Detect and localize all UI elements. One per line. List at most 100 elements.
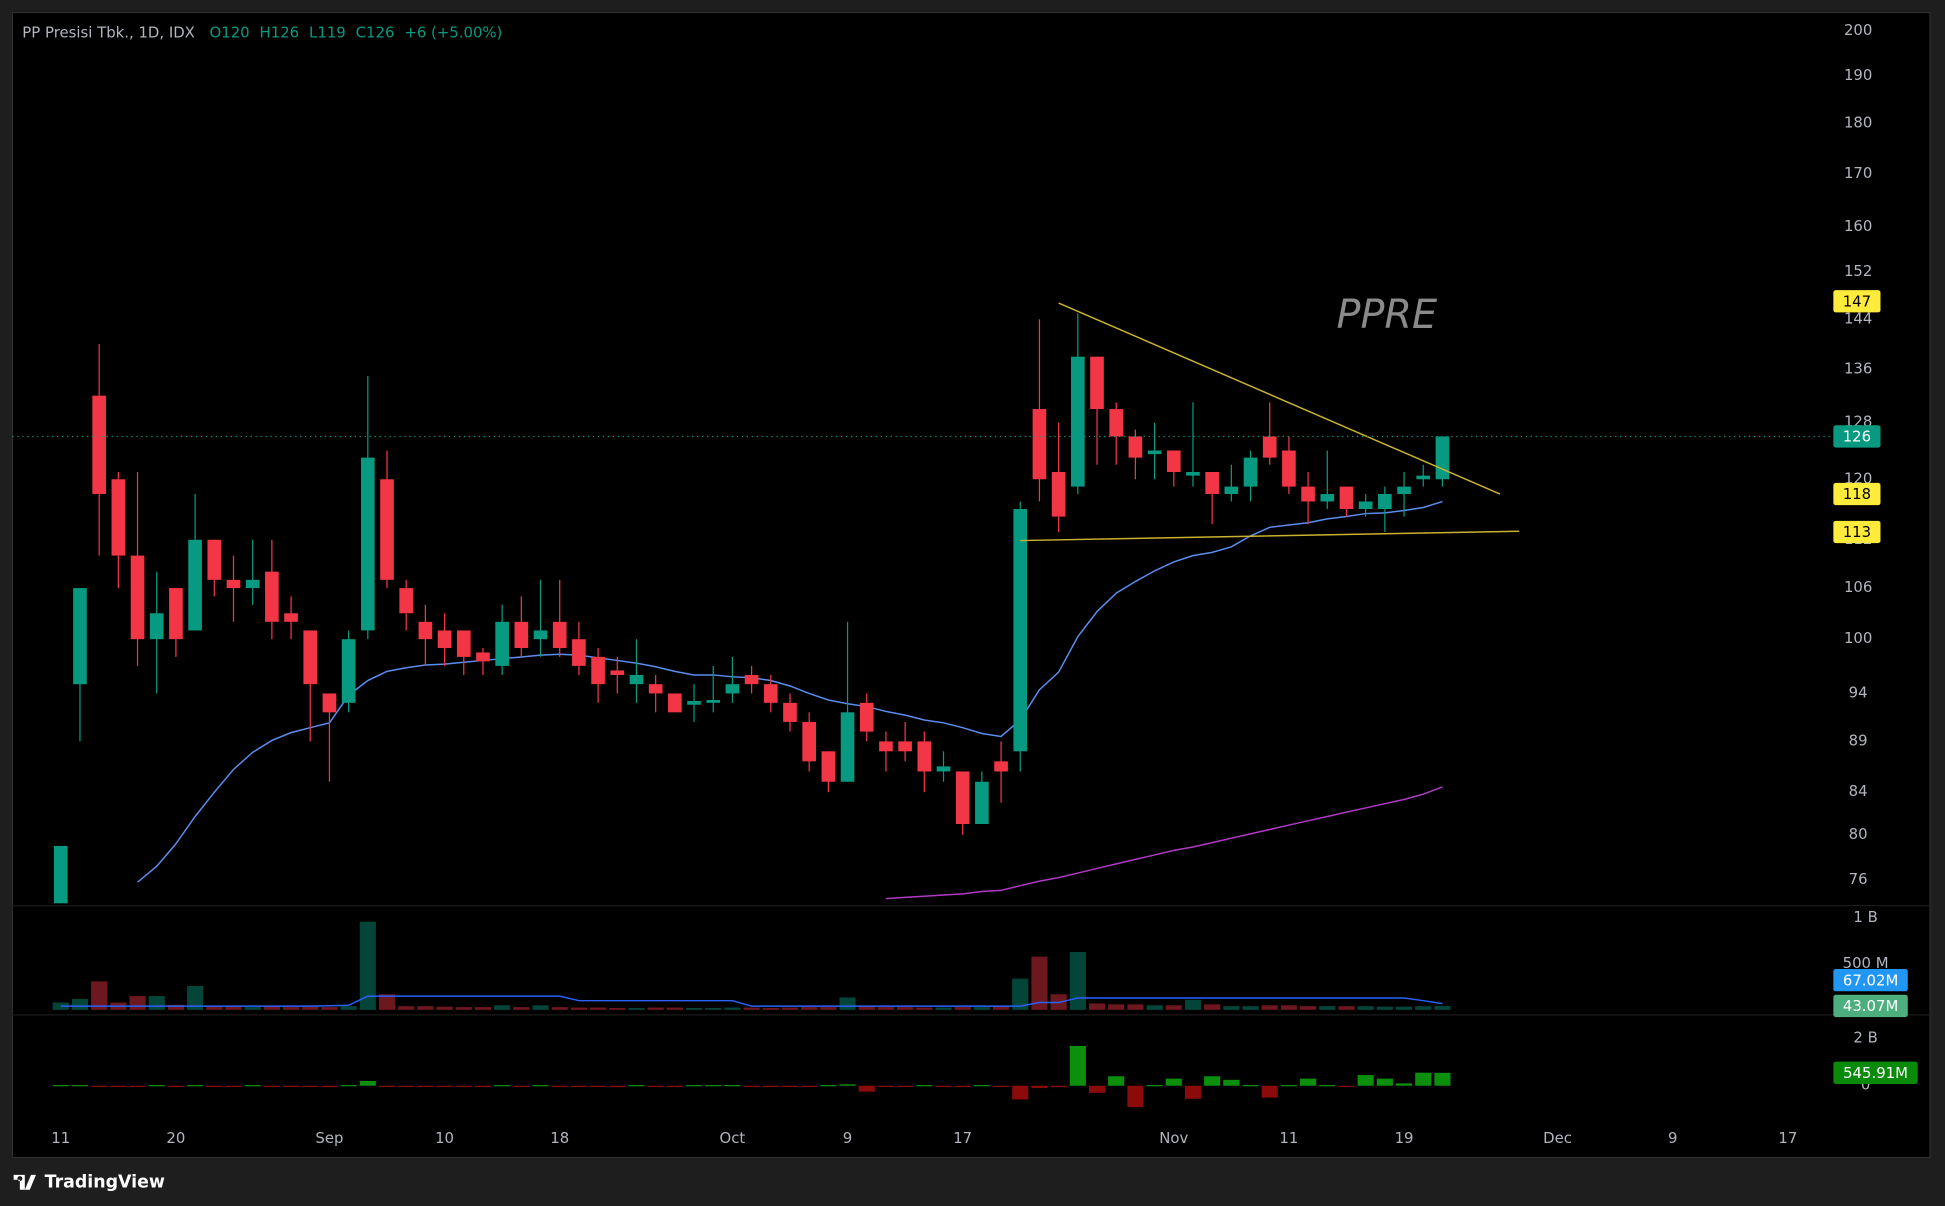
oscillator-bar: [1434, 1072, 1451, 1086]
volume-bar: [494, 1005, 511, 1010]
volume-bar: [916, 1007, 933, 1010]
candle-body: [1166, 450, 1181, 472]
oscillator-bar: [263, 1085, 280, 1087]
volume-bar: [1300, 1006, 1317, 1010]
x-tick-label: 20: [166, 1129, 185, 1147]
oscillator-bar: [1300, 1078, 1317, 1086]
candle-body: [149, 613, 164, 640]
oscillator-badge-label: 545.91M: [1843, 1064, 1908, 1082]
oscillator-bar: [801, 1085, 818, 1087]
candle-body: [1435, 436, 1450, 480]
oscillator-bar: [494, 1085, 511, 1087]
volume-bar: [666, 1007, 683, 1010]
oscillator-bar: [1108, 1076, 1125, 1086]
legend-item: H126: [260, 24, 300, 42]
oscillator-bar: [609, 1085, 626, 1088]
volume-bar: [1280, 1005, 1297, 1010]
price-badge: [1833, 425, 1881, 448]
footer-brand[interactable]: TradingView: [45, 1172, 165, 1192]
oscillator-bar: [244, 1085, 261, 1087]
oscillator-bar: [973, 1085, 990, 1087]
candle-body: [1320, 494, 1335, 502]
x-tick-label: Oct: [720, 1129, 746, 1147]
candle-body: [1378, 494, 1392, 510]
candle-body: [629, 674, 644, 685]
oscillator-bar: [513, 1085, 530, 1087]
y-tick-label: 89: [1849, 731, 1868, 749]
oscillator-bar: [206, 1085, 223, 1087]
y-tick-label: 136: [1844, 359, 1872, 377]
candle-body: [1339, 486, 1354, 510]
volume-bar: [244, 1007, 261, 1010]
price-badge: [1833, 520, 1881, 544]
oscillator-bar: [532, 1085, 549, 1087]
volume-bar: [187, 985, 204, 1010]
volume-bar: [743, 1007, 760, 1010]
candle-body: [92, 395, 106, 495]
volume-bar: [1395, 1006, 1413, 1010]
volume-bar: [762, 1008, 779, 1010]
candle-body: [668, 693, 682, 713]
volume-bar: [148, 996, 165, 1010]
candle-body: [130, 555, 145, 640]
volume-bar: [91, 981, 108, 1010]
oscillator-bar: [781, 1085, 799, 1087]
candle-body: [591, 656, 605, 685]
volume-bar: [1012, 978, 1029, 1010]
volume-bar: [724, 1007, 741, 1010]
oscillator-bar: [187, 1085, 204, 1087]
volume-bar: [1319, 1006, 1336, 1010]
volume-bar: [1069, 952, 1086, 1010]
y-tick-label: 120: [1844, 469, 1872, 487]
candle-body: [859, 702, 874, 732]
candle-body: [1397, 486, 1411, 495]
volume-bar: [1108, 1004, 1125, 1010]
candle-body: [226, 579, 241, 589]
oscillator-bar: [993, 1085, 1010, 1087]
volume-bar: [647, 1007, 664, 1010]
x-tick-label: 11: [1279, 1129, 1298, 1147]
legend-item: +6 (+5.00%): [404, 24, 502, 42]
oscillator-bar: [378, 1085, 396, 1087]
price-badge: [1833, 482, 1881, 506]
candle-body: [1032, 409, 1047, 480]
y-tick-label: 152: [1844, 262, 1872, 280]
y-tick-label: 170: [1844, 164, 1872, 182]
oscillator-bar: [1031, 1085, 1048, 1089]
candle-body: [840, 712, 855, 782]
oscillator-bar: [110, 1085, 127, 1087]
oscillator-bar: [897, 1085, 914, 1087]
volume-bar: [1261, 1005, 1278, 1010]
oscillator-bar: [71, 1085, 89, 1087]
candle-body: [265, 571, 279, 622]
x-tick-label: Nov: [1159, 1129, 1188, 1147]
oscillator-bar: [302, 1085, 319, 1087]
volume-bar: [1031, 956, 1048, 1010]
x-tick-label: 18: [550, 1129, 569, 1147]
candle-body: [1051, 471, 1066, 517]
oscillator-bar: [590, 1085, 607, 1087]
oscillator-bar: [455, 1085, 472, 1087]
volume-bar: [877, 1007, 894, 1010]
volume-bar: [705, 1008, 722, 1010]
oscillator-bar: [685, 1085, 703, 1087]
oscillator-bar: [340, 1085, 357, 1087]
volume-bar: [954, 1007, 971, 1010]
candle-body: [399, 588, 414, 614]
candle-body: [1071, 356, 1085, 487]
volume-badge-label: 43.07M: [1843, 997, 1898, 1015]
oscillator-bar: [1395, 1083, 1413, 1086]
oscillator-bar: [705, 1085, 722, 1087]
candle-body: [994, 761, 1008, 772]
footer-logo: [13, 1174, 36, 1190]
oscillator-badge: [1833, 1061, 1918, 1084]
volume-bar: [609, 1008, 626, 1010]
oscillator-bar: [935, 1085, 952, 1087]
oscillator-bar: [1165, 1078, 1182, 1086]
volume-bar: [513, 1007, 530, 1010]
candle-body: [1358, 501, 1373, 510]
candle-body: [1109, 409, 1124, 437]
volume-badge: [1833, 968, 1908, 992]
candle-body: [476, 652, 490, 662]
volume-bar: [167, 1004, 184, 1010]
